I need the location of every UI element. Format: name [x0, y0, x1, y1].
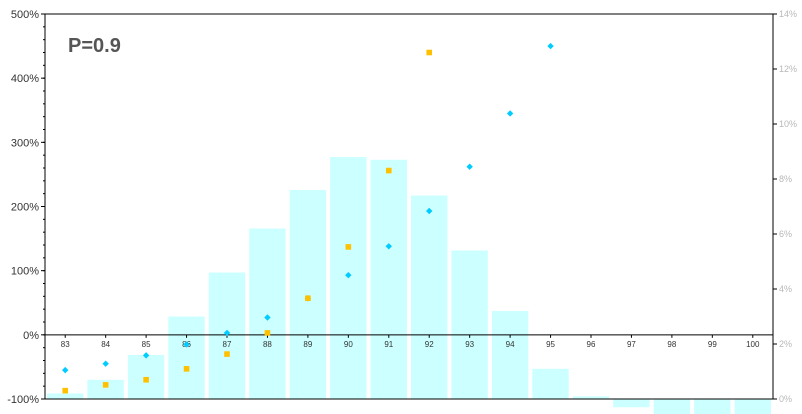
bar-94	[491, 311, 529, 399]
point-diamond-91	[385, 243, 392, 250]
point-square-85	[143, 376, 149, 383]
right-tick-label: 10%	[779, 119, 797, 129]
bar-86	[168, 316, 205, 399]
bar-89	[289, 190, 327, 399]
bar-88	[249, 228, 286, 399]
bar-100	[734, 399, 771, 414]
x-tick-label-84: 84	[101, 340, 110, 349]
right-tick-label: 12%	[779, 64, 797, 74]
x-tick-label-98: 98	[667, 340, 676, 349]
points-layer	[62, 42, 554, 394]
x-tick-label-100: 100	[746, 340, 760, 349]
left-tick-label: 0%	[23, 330, 39, 342]
bar-96	[572, 396, 610, 400]
x-tick-label-85: 85	[142, 340, 151, 349]
point-square-91	[385, 167, 392, 174]
point-square-86	[183, 366, 190, 372]
point-diamond-92	[426, 207, 433, 215]
bar-91	[370, 159, 407, 399]
left-tick-label: 500%	[11, 9, 39, 21]
point-diamond-87	[223, 329, 231, 337]
right-tick-label: 0%	[779, 394, 792, 404]
category-labels-layer: 8384858687888990919293949596979899100	[61, 340, 760, 349]
point-square-84	[102, 382, 109, 388]
point-diamond-84	[102, 360, 109, 367]
x-tick-label-99: 99	[708, 340, 717, 349]
point-diamond-88	[264, 314, 271, 321]
bar-97	[613, 399, 650, 408]
bar-99	[694, 399, 731, 414]
x-tick-label-91: 91	[384, 340, 393, 349]
x-tick-label-97: 97	[627, 340, 636, 349]
point-square-87	[224, 351, 230, 357]
x-tick-label-95: 95	[546, 340, 555, 349]
bar-84	[87, 379, 124, 400]
point-square-92	[426, 49, 433, 56]
bar-95	[532, 368, 569, 400]
x-tick-label-94: 94	[506, 340, 515, 349]
left-tick-label: -100%	[7, 394, 39, 406]
bar-98	[653, 399, 691, 414]
bar-92	[411, 195, 448, 399]
right-tick-label: 2%	[779, 339, 792, 349]
x-tick-label-83: 83	[61, 340, 70, 349]
point-diamond-93	[466, 163, 473, 170]
right-tick-label: 14%	[779, 9, 797, 19]
point-square-90	[345, 244, 352, 250]
left-tick-label: 100%	[11, 266, 39, 278]
right-tick-label: 6%	[779, 229, 792, 239]
point-diamond-85	[142, 352, 150, 359]
bar-83	[47, 393, 84, 399]
x-tick-label-90: 90	[344, 340, 353, 349]
x-tick-label-88: 88	[263, 340, 272, 349]
bar-93	[451, 250, 488, 399]
point-diamond-83	[62, 366, 69, 374]
x-tick-label-89: 89	[303, 340, 312, 349]
left-tick-label: 200%	[11, 202, 39, 214]
point-diamond-95	[547, 42, 554, 50]
left-tick-label: 300%	[11, 137, 39, 149]
x-tick-label-92: 92	[425, 340, 434, 349]
bars-layer	[47, 157, 771, 414]
point-square-88	[264, 330, 271, 336]
right-tick-label: 8%	[779, 174, 792, 184]
left-tick-label: 400%	[11, 73, 39, 85]
point-diamond-86	[183, 341, 190, 348]
x-tick-label-93: 93	[465, 340, 474, 349]
point-square-83	[62, 387, 69, 394]
point-diamond-94	[506, 110, 514, 117]
chart-annotation: P=0.9	[68, 35, 121, 57]
right-tick-label: 4%	[779, 284, 792, 294]
x-tick-label-87: 87	[223, 340, 232, 349]
point-diamond-90	[345, 271, 352, 279]
point-square-89	[305, 295, 311, 302]
axes-layer: -100% 0% 100% 200% 300% 400% 500% 0% 2% 4% 6% 8% 10%…	[7, 9, 797, 406]
x-tick-label-96: 96	[587, 340, 596, 349]
